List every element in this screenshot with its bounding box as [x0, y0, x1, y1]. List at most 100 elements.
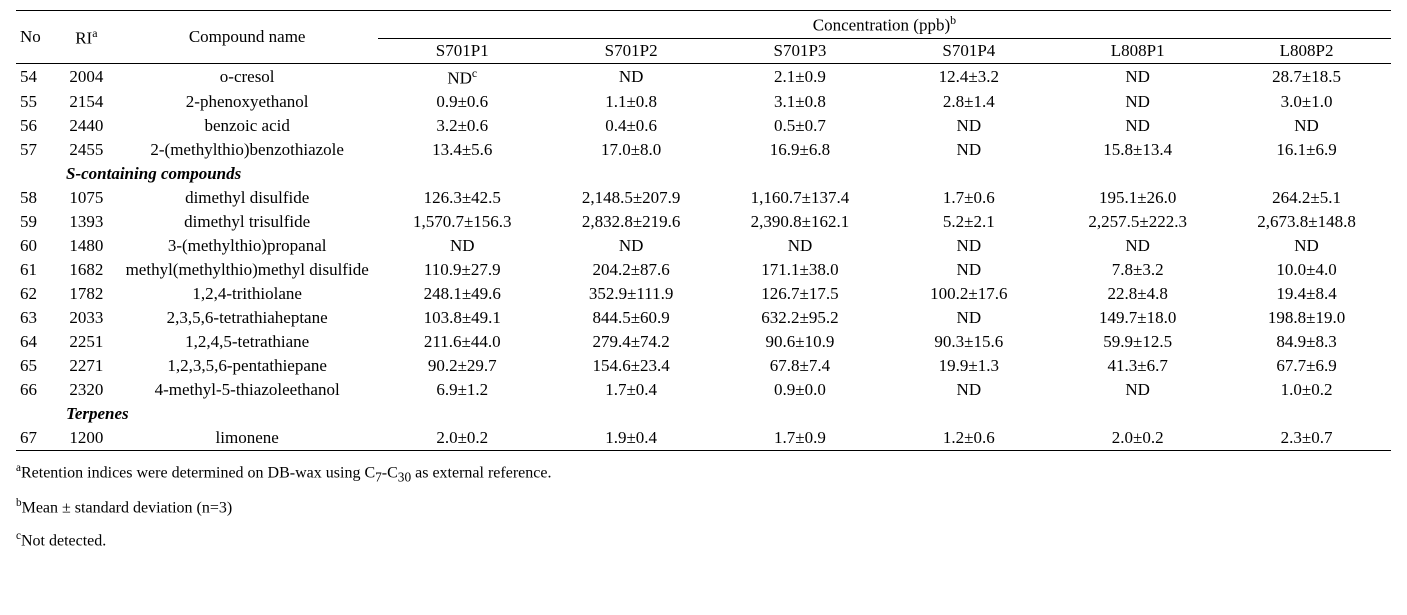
- cell-compound: dimethyl trisulfide: [117, 210, 378, 234]
- cell-value: ND: [547, 234, 716, 258]
- cell-no: 66: [16, 378, 56, 402]
- header-col-5: L808P2: [1222, 38, 1391, 63]
- cell-value: 0.9±0.0: [716, 378, 885, 402]
- cell-value: 279.4±74.2: [547, 330, 716, 354]
- cell-value: 2,673.8±148.8: [1222, 210, 1391, 234]
- cell-compound: 2-(methylthio)benzothiazole: [117, 138, 378, 162]
- header-compound: Compound name: [117, 11, 378, 64]
- header-col-4: L808P1: [1053, 38, 1222, 63]
- cell-value: 16.9±6.8: [716, 138, 885, 162]
- cell-value: 1.7±0.4: [547, 378, 716, 402]
- cell-compound: 3-(methylthio)propanal: [117, 234, 378, 258]
- cell-value: NDc: [378, 63, 547, 90]
- section-row: S-containing compounds: [16, 162, 1391, 186]
- cell-value: 90.2±29.7: [378, 354, 547, 378]
- cell-compound: methyl(methylthio)methyl disulfide: [117, 258, 378, 282]
- cell-value: 2,148.5±207.9: [547, 186, 716, 210]
- header-col-0: S701P1: [378, 38, 547, 63]
- cell-value: ND: [1053, 378, 1222, 402]
- cell-value: 110.9±27.9: [378, 258, 547, 282]
- cell-compound: 1,2,4-trithiolane: [117, 282, 378, 306]
- cell-value: 352.9±111.9: [547, 282, 716, 306]
- cell-ri: 2440: [56, 114, 116, 138]
- cell-no: 57: [16, 138, 56, 162]
- cell-ri: 2154: [56, 90, 116, 114]
- footnote-c: cNot detected.: [16, 529, 1391, 552]
- cell-value: 2.1±0.9: [716, 63, 885, 90]
- cell-value: 0.5±0.7: [716, 114, 885, 138]
- cell-no: 55: [16, 90, 56, 114]
- cell-value: 59.9±12.5: [1053, 330, 1222, 354]
- cell-ri: 1200: [56, 426, 116, 451]
- cell-value: ND: [884, 306, 1053, 330]
- cell-value: 2.0±0.2: [378, 426, 547, 451]
- cell-no: 54: [16, 63, 56, 90]
- cell-compound: 2-phenoxyethanol: [117, 90, 378, 114]
- cell-value: 2.0±0.2: [1053, 426, 1222, 451]
- cell-ri: 1480: [56, 234, 116, 258]
- cell-no: 63: [16, 306, 56, 330]
- cell-value: 1.2±0.6: [884, 426, 1053, 451]
- cell-value: 100.2±17.6: [884, 282, 1053, 306]
- cell-value: 844.5±60.9: [547, 306, 716, 330]
- table-row: 542004o-cresolNDcND2.1±0.912.4±3.2ND28.7…: [16, 63, 1391, 90]
- cell-value: 195.1±26.0: [1053, 186, 1222, 210]
- table-row: 611682methyl(methylthio)methyl disulfide…: [16, 258, 1391, 282]
- cell-value: 204.2±87.6: [547, 258, 716, 282]
- cell-value: 1.9±0.4: [547, 426, 716, 451]
- table-row: 6422511,2,4,5-tetrathiane211.6±44.0279.4…: [16, 330, 1391, 354]
- section-label: S-containing compounds: [16, 162, 1391, 186]
- cell-value: ND: [884, 138, 1053, 162]
- cell-value: 1.7±0.6: [884, 186, 1053, 210]
- footnote-a: aRetention indices were determined on DB…: [16, 461, 1391, 486]
- cell-value: 0.4±0.6: [547, 114, 716, 138]
- cell-value: ND: [1222, 114, 1391, 138]
- cell-value: 28.7±18.5: [1222, 63, 1391, 90]
- table-row: 6623204-methyl-5-thiazoleethanol6.9±1.21…: [16, 378, 1391, 402]
- cell-value: 17.0±8.0: [547, 138, 716, 162]
- cell-value: 211.6±44.0: [378, 330, 547, 354]
- table-body: 542004o-cresolNDcND2.1±0.912.4±3.2ND28.7…: [16, 63, 1391, 451]
- cell-value: 67.7±6.9: [1222, 354, 1391, 378]
- section-label: Terpenes: [16, 402, 1391, 426]
- table-row: 581075dimethyl disulfide126.3±42.52,148.…: [16, 186, 1391, 210]
- cell-value: 3.0±1.0: [1222, 90, 1391, 114]
- cell-no: 59: [16, 210, 56, 234]
- cell-value: 10.0±4.0: [1222, 258, 1391, 282]
- footnotes: aRetention indices were determined on DB…: [16, 461, 1391, 552]
- cell-value: 12.4±3.2: [884, 63, 1053, 90]
- cell-compound: 1,2,3,5,6-pentathiepane: [117, 354, 378, 378]
- header-concentration: Concentration (ppb)b: [378, 11, 1391, 39]
- cell-value: ND: [1222, 234, 1391, 258]
- table-header: No RIa Compound name Concentration (ppb)…: [16, 11, 1391, 64]
- cell-value: 41.3±6.7: [1053, 354, 1222, 378]
- cell-ri: 1075: [56, 186, 116, 210]
- table-row: 591393dimethyl trisulfide1,570.7±156.32,…: [16, 210, 1391, 234]
- table-row: 562440benzoic acid3.2±0.60.4±0.60.5±0.7N…: [16, 114, 1391, 138]
- cell-value: 2,390.8±162.1: [716, 210, 885, 234]
- cell-value: 126.7±17.5: [716, 282, 885, 306]
- cell-value: 19.4±8.4: [1222, 282, 1391, 306]
- cell-value: 2.3±0.7: [1222, 426, 1391, 451]
- table-row: 6217821,2,4-trithiolane248.1±49.6352.9±1…: [16, 282, 1391, 306]
- cell-value: 22.8±4.8: [1053, 282, 1222, 306]
- cell-no: 65: [16, 354, 56, 378]
- cell-value: ND: [716, 234, 885, 258]
- cell-value: 2.8±1.4: [884, 90, 1053, 114]
- cell-ri: 1682: [56, 258, 116, 282]
- cell-value: ND: [1053, 114, 1222, 138]
- cell-ri: 1782: [56, 282, 116, 306]
- cell-no: 56: [16, 114, 56, 138]
- cell-compound: 2,3,5,6-tetrathiaheptane: [117, 306, 378, 330]
- cell-ri: 1393: [56, 210, 116, 234]
- cell-value: 1,570.7±156.3: [378, 210, 547, 234]
- cell-ri: 2455: [56, 138, 116, 162]
- cell-value: 264.2±5.1: [1222, 186, 1391, 210]
- cell-value: 7.8±3.2: [1053, 258, 1222, 282]
- cell-no: 67: [16, 426, 56, 451]
- table-row: 5724552-(methylthio)benzothiazole13.4±5.…: [16, 138, 1391, 162]
- cell-value: 5.2±2.1: [884, 210, 1053, 234]
- cell-value: 2,832.8±219.6: [547, 210, 716, 234]
- cell-value: ND: [884, 258, 1053, 282]
- table-row: 6320332,3,5,6-tetrathiaheptane103.8±49.1…: [16, 306, 1391, 330]
